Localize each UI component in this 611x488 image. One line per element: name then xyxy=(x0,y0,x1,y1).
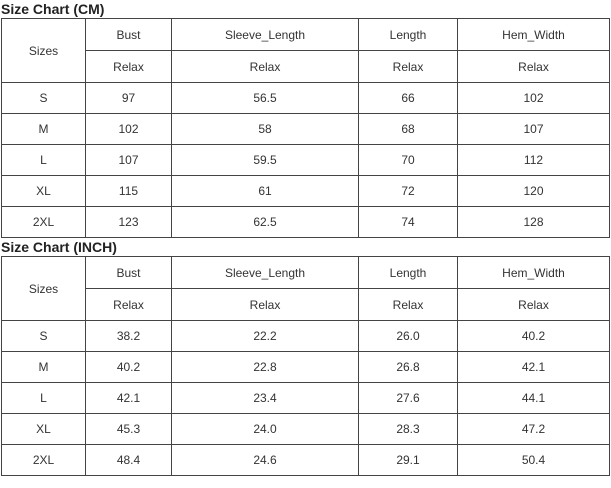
header-row: Sizes Bust Sleeve_Length Length Hem_Width xyxy=(1,18,610,83)
table-cell: 22.2 xyxy=(171,320,359,352)
table-cell: 62.5 xyxy=(171,206,359,238)
table-cell: L xyxy=(1,144,86,176)
table-cell: 123 xyxy=(85,206,172,238)
subheader-row: Relax Relax Relax Relax xyxy=(2,50,610,83)
table-row: 2XL 123 62.5 74 128 xyxy=(1,206,610,238)
table-row: S 97 56.5 66 102 xyxy=(1,82,610,114)
table-row: L 42.1 23.4 27.6 44.1 xyxy=(1,382,610,414)
table-cell: 72 xyxy=(358,175,458,207)
table-cell: 61 xyxy=(171,175,359,207)
table-cell: 107 xyxy=(457,113,610,145)
column-subheader: Relax xyxy=(457,288,610,321)
size-table: Sizes Bust Sleeve_Length Length Hem_Width Rel… xyxy=(1,18,610,238)
column-header: Sleeve_Length xyxy=(171,18,359,51)
table-cell: 112 xyxy=(457,144,610,176)
table-cell: 48.4 xyxy=(85,444,172,476)
table-cell: 47.2 xyxy=(457,413,610,445)
column-subheader: Relax xyxy=(171,288,359,321)
table-cell: 120 xyxy=(457,175,610,207)
sizes-header: Sizes xyxy=(1,18,86,83)
table-cell: 24.0 xyxy=(171,413,359,445)
table-cell: 27.6 xyxy=(358,382,458,414)
table-cell: 74 xyxy=(358,206,458,238)
column-header: Length xyxy=(358,18,458,51)
table-cell: XL xyxy=(1,413,86,445)
table-cell: 28.3 xyxy=(358,413,458,445)
table-cell: XL xyxy=(1,175,86,207)
table-row: M 40.2 22.8 26.8 42.1 xyxy=(1,351,610,383)
column-header: Bust xyxy=(85,18,172,51)
table-cell: 42.1 xyxy=(85,382,172,414)
table-cell: 107 xyxy=(85,144,172,176)
column-header: Hem_Width xyxy=(457,256,610,289)
table-row: L 107 59.5 70 112 xyxy=(1,144,610,176)
column-subheader: Relax xyxy=(171,50,359,83)
header-row: Sizes Bust Sleeve_Length Length Hem_Width xyxy=(1,256,610,321)
subheader-row: Relax Relax Relax Relax xyxy=(2,288,610,321)
column-header: Hem_Width xyxy=(457,18,610,51)
table-cell: 29.1 xyxy=(358,444,458,476)
table-row: M 102 58 68 107 xyxy=(1,113,610,145)
table-cell: 102 xyxy=(85,113,172,145)
size-table: Sizes Bust Sleeve_Length Length Hem_Width Rel… xyxy=(1,256,610,476)
column-header: Length xyxy=(358,256,458,289)
table-cell: 102 xyxy=(457,82,610,114)
table-cell: 26.0 xyxy=(358,320,458,352)
table-row: XL 45.3 24.0 28.3 47.2 xyxy=(1,413,610,445)
size-charts: Size Chart (CM) Sizes Bust Sleeve_Length Len… xyxy=(1,1,610,476)
table-cell: 66 xyxy=(358,82,458,114)
table-row: S 38.2 22.2 26.0 40.2 xyxy=(1,320,610,352)
table-cell: 24.6 xyxy=(171,444,359,476)
table-cell: 97 xyxy=(85,82,172,114)
column-subheader: Relax xyxy=(457,50,610,83)
table-cell: 40.2 xyxy=(85,351,172,383)
column-subheader: Relax xyxy=(85,288,172,321)
sizes-header: Sizes xyxy=(1,256,86,321)
table-cell: 23.4 xyxy=(171,382,359,414)
column-subheader: Relax xyxy=(358,50,458,83)
table-cell: 115 xyxy=(85,175,172,207)
table-cell: S xyxy=(1,82,86,114)
table-cell: 70 xyxy=(358,144,458,176)
table-cell: 22.8 xyxy=(171,351,359,383)
table-cell: 128 xyxy=(457,206,610,238)
table-cell: 40.2 xyxy=(457,320,610,352)
table-cell: M xyxy=(1,113,86,145)
table-cell: M xyxy=(1,351,86,383)
table-row: XL 115 61 72 120 xyxy=(1,175,610,207)
table-row: 2XL 48.4 24.6 29.1 50.4 xyxy=(1,444,610,476)
table-cell: S xyxy=(1,320,86,352)
table-cell: 59.5 xyxy=(171,144,359,176)
table-cell: 2XL xyxy=(1,444,86,476)
table-cell: 2XL xyxy=(1,206,86,238)
table-cell: 42.1 xyxy=(457,351,610,383)
chart-title: Size Chart (CM) xyxy=(1,1,105,17)
chart-title: Size Chart (INCH) xyxy=(1,239,117,255)
table-cell: 44.1 xyxy=(457,382,610,414)
column-subheader: Relax xyxy=(85,50,172,83)
table-cell: 56.5 xyxy=(171,82,359,114)
table-cell: 26.8 xyxy=(358,351,458,383)
table-cell: 45.3 xyxy=(85,413,172,445)
column-subheader: Relax xyxy=(358,288,458,321)
table-cell: L xyxy=(1,382,86,414)
table-cell: 50.4 xyxy=(457,444,610,476)
table-cell: 68 xyxy=(358,113,458,145)
table-cell: 58 xyxy=(171,113,359,145)
column-header: Sleeve_Length xyxy=(171,256,359,289)
table-cell: 38.2 xyxy=(85,320,172,352)
column-header: Bust xyxy=(85,256,172,289)
